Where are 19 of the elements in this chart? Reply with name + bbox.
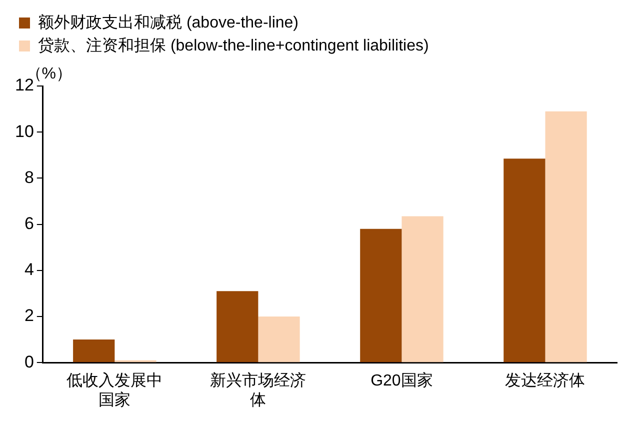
y-tick-label: 6 xyxy=(24,214,34,233)
bar xyxy=(504,158,546,362)
x-tick-label: 新兴市场经济体 xyxy=(210,372,306,409)
x-tick-label: 发达经济体 xyxy=(505,372,586,390)
x-tick-label: G20国家 xyxy=(370,372,433,390)
legend-label: 贷款、注资和担保 (below-the-line+contingent liabilities) xyxy=(38,36,429,54)
x-tick-label: 低收入发展中国家 xyxy=(66,372,163,409)
y-tick-label: 10 xyxy=(14,122,34,141)
legend-label: 额外财政支出和减税 (above-the-line) xyxy=(38,13,298,32)
y-tick-label: 4 xyxy=(24,260,34,280)
y-tick-label: 8 xyxy=(24,168,34,187)
bar xyxy=(545,111,587,362)
bar xyxy=(73,340,115,362)
bar xyxy=(216,291,258,362)
bar xyxy=(258,316,300,362)
y-tick-label: 2 xyxy=(24,306,34,326)
y-tick-label: 0 xyxy=(24,352,34,372)
bar xyxy=(402,216,444,362)
bar xyxy=(360,228,402,362)
